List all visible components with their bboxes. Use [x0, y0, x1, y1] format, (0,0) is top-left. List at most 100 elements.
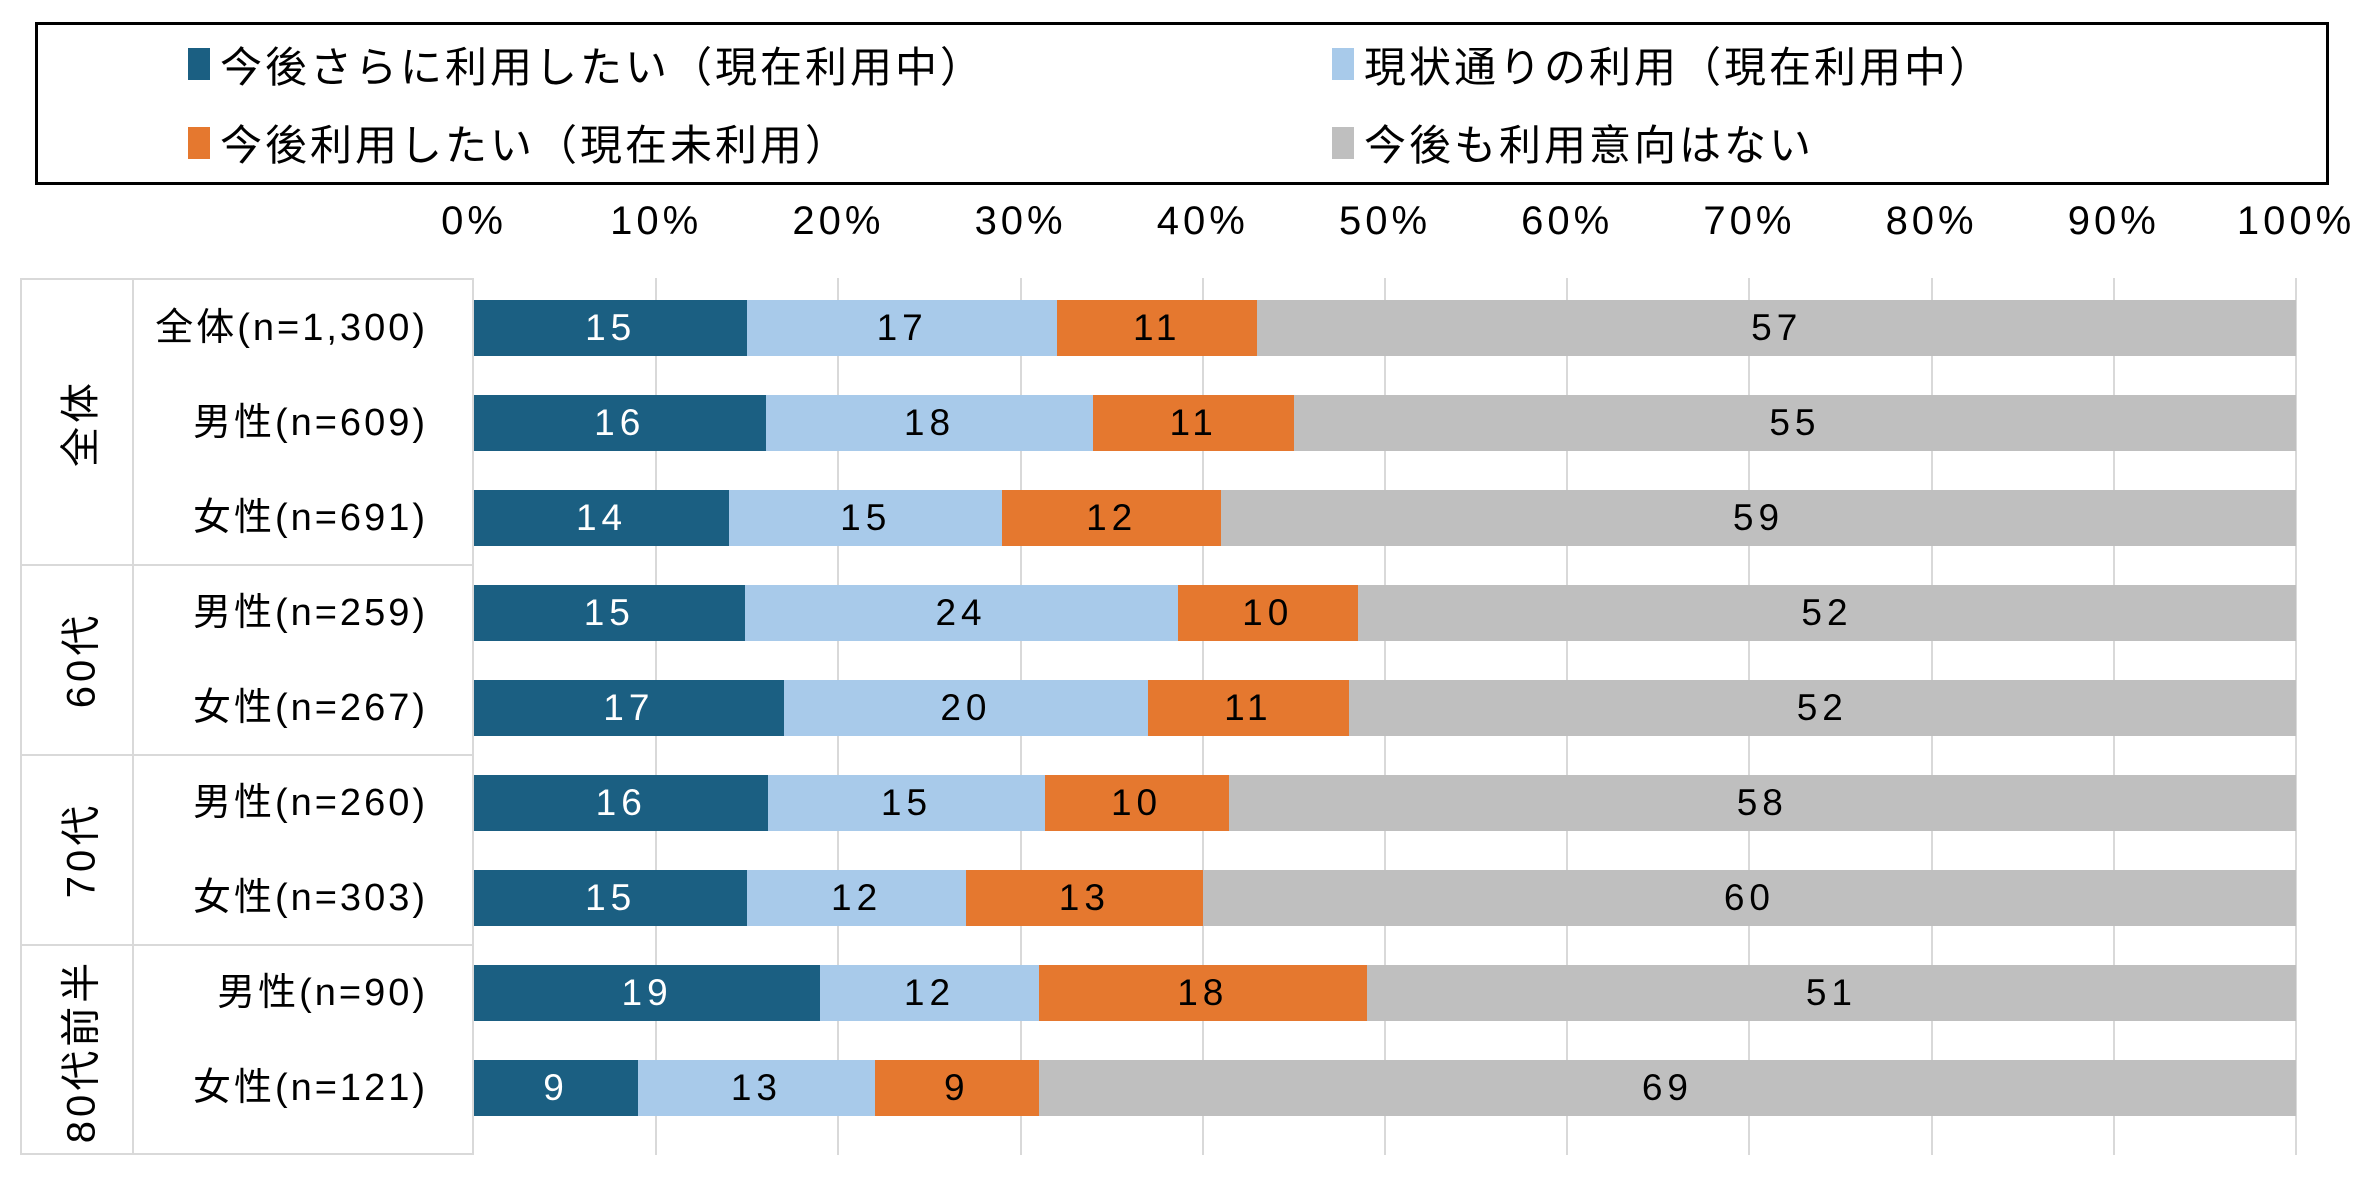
bar-row: 17 20 11 52 [474, 680, 2296, 736]
bar-value-label: 12 [1086, 497, 1138, 538]
bar-segment: 58 [1228, 775, 2297, 831]
bar-row: 14 15 12 59 [474, 490, 2296, 546]
group-label: 全体 [22, 280, 132, 565]
bar-value-label: 15 [585, 877, 637, 918]
bar-segment: 60 [1202, 870, 2296, 926]
bar-value-label: 16 [595, 782, 647, 823]
bar-value-label: 11 [1224, 687, 1273, 728]
bar-segment: 9 [874, 1060, 1039, 1116]
bar-row: 19 12 18 51 [474, 965, 2296, 1021]
x-axis-tick-label: 30% [974, 199, 1067, 243]
group-label: 70代 [22, 755, 132, 945]
bar-segment: 13 [965, 870, 1203, 926]
row-label: 男性(n=260) [192, 782, 428, 824]
bar-value-label: 15 [583, 592, 635, 633]
legend-item: 今後さらに利用したい（現在利用中） [38, 34, 1182, 95]
row-label: 男性(n=90) [217, 972, 428, 1014]
legend-label: 今後も利用意向はない [1364, 122, 1815, 170]
bar-value-label: 52 [1801, 592, 1853, 633]
x-axis-tick-label: 80% [1885, 199, 1978, 243]
bar-segment: 52 [1357, 585, 2296, 641]
bar-value-label: 14 [575, 497, 628, 538]
bar-segment: 12 [747, 870, 966, 926]
bar-value-label: 24 [935, 592, 987, 633]
bar-segment: 18 [1038, 965, 1367, 1021]
bar-segment: 15 [729, 490, 1003, 546]
bar-segment: 16 [474, 395, 766, 451]
bar-segment: 20 [783, 680, 1149, 736]
bar-row: 9 13 9 69 [474, 1060, 2297, 1116]
bar-segment: 11 [1057, 300, 1258, 356]
bar-value-label: 13 [1058, 877, 1110, 918]
group-label: 80代前半 [22, 945, 132, 1157]
bar-row: 16 18 11 55 [474, 395, 2296, 451]
bar-segment: 12 [1002, 490, 1222, 546]
bar-value-label: 58 [1736, 782, 1788, 823]
bar-segment: 52 [1348, 680, 2296, 736]
x-axis-tick-label: 50% [1338, 199, 1432, 243]
legend-item: 今後も利用意向はない [1182, 112, 2326, 173]
row-label: 男性(n=609) [192, 402, 428, 444]
bar-segment: 11 [1093, 395, 1294, 451]
legend-marker-icon [1332, 126, 1354, 159]
bar-segment: 15 [474, 585, 745, 641]
bar-value-label: 52 [1796, 687, 1848, 728]
bar-segment: 13 [637, 1060, 875, 1116]
bar-value-label: 17 [603, 687, 655, 728]
bar-value-label: 11 [1133, 307, 1182, 348]
group-label-text: 60代 [59, 611, 103, 709]
bar-segment: 18 [765, 395, 1094, 451]
bar-segment: 57 [1257, 300, 2296, 356]
bar-value-label: 15 [880, 782, 933, 823]
x-axis-tick-label: 90% [2067, 199, 2160, 243]
bar-value-label: 55 [1769, 402, 1821, 443]
bar-segment: 17 [747, 300, 1058, 356]
bar-segment: 10 [1044, 775, 1229, 831]
gridline [2295, 278, 2297, 1155]
group-label: 60代 [22, 565, 132, 755]
bar-segment: 24 [744, 585, 1178, 641]
bar-value-label: 17 [876, 307, 928, 348]
plot-area: 15 17 11 57 16 18 11 55 14 15 12 59 15 24 10 52 17 20 11 52… [474, 278, 2297, 1155]
bar-value-label: 60 [1723, 877, 1775, 918]
bar-segment: 17 [474, 680, 784, 736]
bar-value-label: 15 [585, 307, 637, 348]
bar-value-label: 11 [1169, 402, 1218, 443]
legend: 今後さらに利用したい（現在利用中） 現状通りの利用（現在利用中） 今後利用したい（現… [35, 22, 2329, 185]
row-label: 女性(n=303) [192, 877, 428, 919]
bar-value-label: 10 [1110, 782, 1163, 823]
bar-value-label: 57 [1751, 307, 1803, 348]
row-label: 全体(n=1,300) [155, 307, 428, 349]
group-label-text: 80代前半 [59, 958, 103, 1144]
legend-label: 今後利用したい（現在未利用） [220, 122, 851, 170]
bar-segment: 14 [474, 490, 730, 546]
bar-segment: 15 [474, 870, 748, 926]
x-axis: 0% 10% 20% 30% 40% 50% 60% 70% 80% 90% 100% [441, 190, 2351, 252]
legend-marker-icon [188, 126, 210, 159]
bar-segment: 12 [820, 965, 1039, 1021]
row-label: 女性(n=691) [192, 497, 428, 539]
group-label-text: 70代 [59, 801, 103, 899]
legend-label: 現状通りの利用（現在利用中） [1364, 43, 1995, 91]
bar-value-label: 18 [903, 402, 956, 443]
bar-segment: 9 [474, 1060, 638, 1116]
bar-segment: 10 [1177, 585, 1358, 641]
row-label: 女性(n=121) [192, 1067, 428, 1109]
group-label-text: 全体 [59, 378, 103, 467]
bar-value-label: 12 [831, 877, 883, 918]
bar-segment: 15 [474, 300, 748, 356]
x-axis-tick-label: 70% [1703, 199, 1796, 243]
bar-segment: 11 [1148, 680, 1349, 736]
x-axis-tick-label: 10% [610, 199, 703, 243]
group-separator [22, 564, 472, 566]
bar-value-label: 15 [840, 497, 892, 538]
bar-value-label: 69 [1641, 1067, 1693, 1108]
bar-value-label: 9 [543, 1067, 569, 1108]
bar-value-label: 16 [594, 402, 646, 443]
bar-segment: 59 [1221, 490, 2296, 546]
legend-label: 今後さらに利用したい（現在利用中） [220, 43, 986, 91]
panel-divider [132, 280, 134, 1153]
legend-item: 現状通りの利用（現在利用中） [1182, 34, 2326, 95]
bar-segment: 51 [1366, 965, 2296, 1021]
